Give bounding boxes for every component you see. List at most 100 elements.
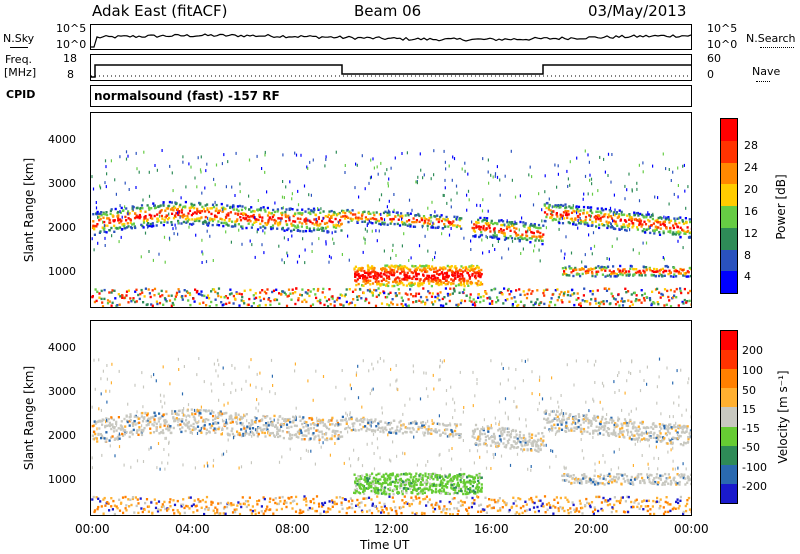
heatmap-cell <box>95 206 98 210</box>
heatmap-cell <box>350 301 353 304</box>
heatmap-cell <box>690 303 691 306</box>
heatmap-cell <box>391 489 394 492</box>
heatmap-cell <box>372 157 374 161</box>
heatmap-cell <box>110 291 113 294</box>
heatmap-cell <box>367 270 370 274</box>
heatmap-cell <box>225 213 228 216</box>
heatmap-cell <box>230 292 233 295</box>
heatmap-cell <box>153 411 156 415</box>
heatmap-cell <box>227 212 230 215</box>
heatmap-cell <box>598 266 601 270</box>
heatmap-cell <box>516 446 520 449</box>
heatmap-cell <box>111 234 113 238</box>
heatmap-cell <box>477 293 480 296</box>
heatmap-cell <box>206 294 210 297</box>
heatmap-cell <box>428 432 431 435</box>
heatmap-cell <box>190 408 193 411</box>
heatmap-cell <box>287 227 290 230</box>
heatmap-cell <box>364 227 366 231</box>
heatmap-cell <box>104 236 106 240</box>
heatmap-cell <box>428 291 431 295</box>
heatmap-cell <box>531 433 534 436</box>
heatmap-cell <box>302 416 305 419</box>
heatmap-cell <box>519 430 522 434</box>
heatmap-cell <box>181 216 184 219</box>
heatmap-cell <box>366 289 369 292</box>
heatmap-cell <box>376 276 379 279</box>
heatmap-cell <box>480 268 483 272</box>
heatmap-cell <box>387 476 391 479</box>
heatmap-cell <box>618 435 621 438</box>
heatmap-cell <box>344 293 347 296</box>
heatmap-cell <box>398 267 401 270</box>
heatmap-cell <box>202 409 205 412</box>
heatmap-cell <box>461 275 464 278</box>
heatmap-cell <box>289 216 291 220</box>
heatmap-cell <box>584 265 588 268</box>
heatmap-cell <box>442 490 445 493</box>
heatmap-cell <box>679 289 682 293</box>
heatmap-cell <box>167 204 170 208</box>
heatmap-cell <box>303 298 306 302</box>
heatmap-cell <box>443 266 446 269</box>
heatmap-cell <box>629 216 632 219</box>
heatmap-cell <box>96 420 100 423</box>
heatmap-cell <box>265 426 268 429</box>
heatmap-cell <box>556 410 559 413</box>
heatmap-cell <box>563 272 566 275</box>
heatmap-cell <box>427 473 430 476</box>
heatmap-cell <box>217 294 220 298</box>
heatmap-cell <box>121 296 124 299</box>
heatmap-cell <box>429 473 432 476</box>
heatmap-cell <box>438 474 441 477</box>
heatmap-cell <box>359 492 362 495</box>
heatmap-cell <box>339 293 342 296</box>
heatmap-cell <box>280 218 282 222</box>
power-ytick-1000: 1000 <box>48 265 76 278</box>
heatmap-cell <box>237 413 240 416</box>
heatmap-cell <box>406 271 409 275</box>
heatmap-cell <box>638 251 640 255</box>
heatmap-cell <box>556 419 559 422</box>
heatmap-cell <box>367 265 370 268</box>
heatmap-cell <box>412 217 415 220</box>
heatmap-cell <box>264 150 266 154</box>
heatmap-cell <box>206 229 208 233</box>
heatmap-cell <box>577 421 580 424</box>
heatmap-cell <box>447 269 450 272</box>
heatmap-cell <box>477 221 480 224</box>
heatmap-cell <box>248 297 251 301</box>
heatmap-cell <box>533 249 535 253</box>
heatmap-cell <box>239 216 242 219</box>
heatmap-cell <box>663 288 667 291</box>
heatmap-cell <box>382 429 385 432</box>
heatmap-cell <box>307 167 309 170</box>
heatmap-cell <box>579 427 582 430</box>
heatmap-cell <box>256 305 260 307</box>
heatmap-cell <box>554 413 558 416</box>
heatmap-cell <box>631 188 633 192</box>
heatmap-cell <box>95 225 98 228</box>
heatmap-cell <box>394 478 398 481</box>
heatmap-cell <box>313 218 316 221</box>
heatmap-cell <box>320 420 323 423</box>
heatmap-cell <box>290 436 293 440</box>
heatmap-cell <box>450 265 453 268</box>
heatmap-cell <box>394 430 397 434</box>
heatmap-cell <box>450 429 453 432</box>
heatmap-cell <box>299 293 302 296</box>
heatmap-cell <box>570 217 574 220</box>
heatmap-cell <box>208 423 211 426</box>
heatmap-cell <box>558 217 561 221</box>
heatmap-cell <box>441 273 445 276</box>
heatmap-cell <box>271 215 274 218</box>
heatmap-cell <box>401 299 404 302</box>
freq-label-line2: [MHz] <box>4 66 37 79</box>
heatmap-cell <box>562 415 565 418</box>
heatmap-cell <box>142 301 145 304</box>
heatmap-cell <box>475 442 478 445</box>
heatmap-cell <box>594 214 597 218</box>
heatmap-cell <box>164 418 167 422</box>
heatmap-cell <box>621 269 624 273</box>
heatmap-cell <box>262 225 265 228</box>
